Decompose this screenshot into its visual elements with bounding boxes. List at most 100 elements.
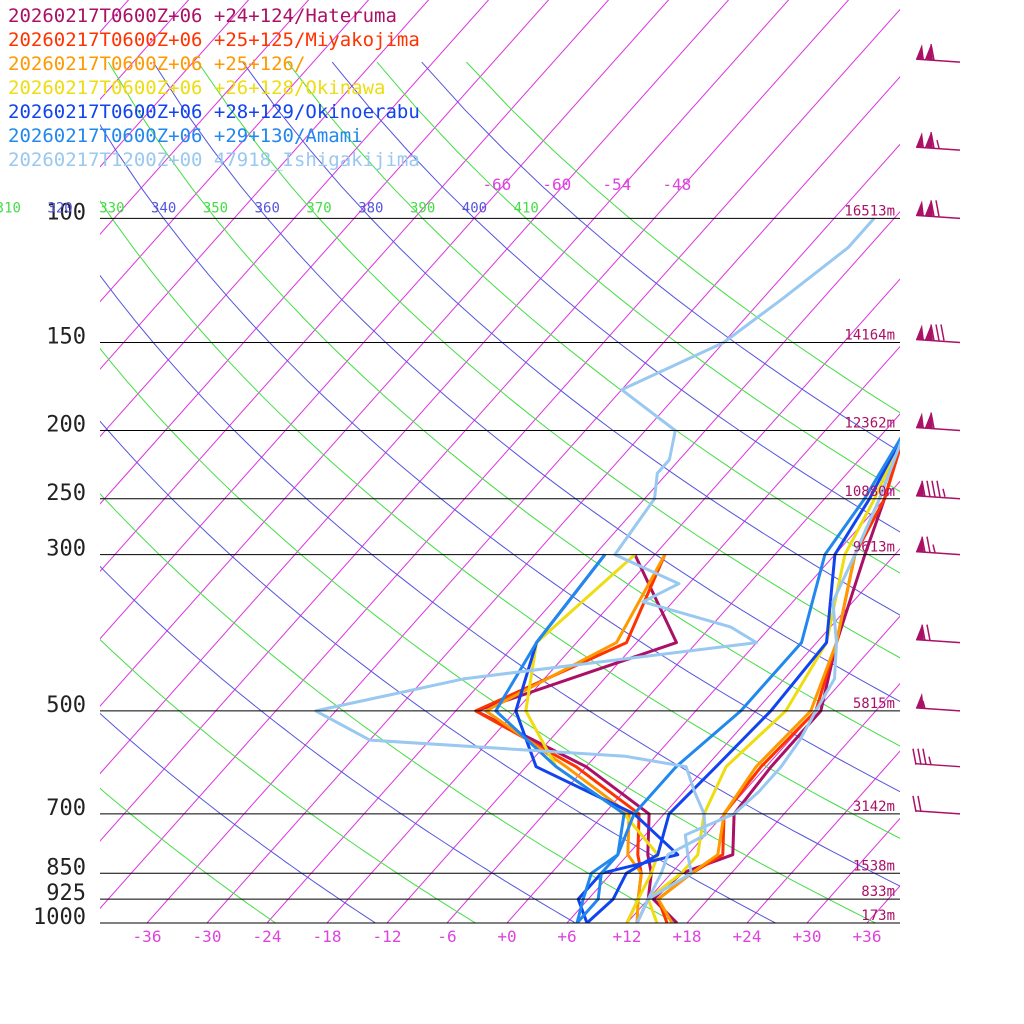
theta-label: 310 [0,200,21,216]
dry-adiabat-line [331,61,900,533]
temperature-profile-line [651,442,900,923]
dry-adiabat-line [100,638,477,923]
dry-adiabat-line [100,787,277,923]
pressure-tick-label: 300 [46,537,86,562]
dry-adiabat-line [107,61,900,747]
dewpoint-profile-line [314,217,876,923]
pressure-tick-label: 100 [46,200,86,225]
temperature-tick-label: +36 [853,927,882,946]
temperature-tick-label: -6 [437,927,456,946]
isotherm-line [100,0,310,235]
isotherm-line [566,548,900,923]
theta-label: 330 [99,200,124,216]
theta-label: 340 [151,200,176,216]
pressure-tick-label: 925 [46,881,86,906]
isotherm-label: -48 [662,175,691,194]
dry-adiabat-line [152,61,900,703]
height-label: 16513m [844,203,895,219]
wind-barb [915,480,961,500]
pressure-tick-label: 1000 [33,905,86,930]
legend-entry-point-25-126: 20260217T0600Z+06 +25+126/ [8,53,306,75]
isotherm-line [100,0,250,168]
theta-label: 390 [410,200,435,216]
dry-adiabat-line [197,61,900,659]
wind-barb [915,412,961,432]
height-label: 833m [861,884,895,900]
dry-adiabat-line [100,565,577,923]
height-label: 5815m [853,696,895,712]
wind-barb [915,692,961,712]
isotherm-line [446,413,900,923]
chart-labels: 100 16513m 150 14164m 200 12362m 250 10880m 300 9… [0,175,900,946]
temperature-profile-line [575,436,900,923]
theta-label: 370 [306,200,331,216]
dry-adiabat-line [376,61,900,493]
dry-adiabat-line [100,420,777,923]
temperature-tick-label: +24 [733,927,762,946]
temperature-tick-label: +18 [673,927,702,946]
legend-entry-amami: 20260217T0600Z+06 +29+130/Amami [8,125,363,147]
height-label: 3142m [853,799,895,815]
isotherm-line [506,480,900,923]
chart-legend: 20260217T0600Z+06 +24+124/Hateruma 20260… [8,4,420,172]
isotherm-label: -54 [602,175,631,194]
temperature-profile-line [646,438,900,923]
dry-adiabat-line [100,493,677,923]
dry-adiabat-line [100,712,377,923]
dry-adiabat-line [100,124,900,793]
height-label: 10880m [844,484,895,500]
temperature-tick-label: -12 [373,927,402,946]
height-label: 173m [861,908,895,924]
wind-barb [915,43,961,63]
isotherm-line [100,0,430,370]
dry-adiabat-line [242,61,900,616]
wind-barb [915,324,961,344]
pressure-tick-label: 200 [46,413,86,438]
isotherm-line [626,615,900,923]
pressure-tick-label: 850 [46,855,86,880]
height-label: 12362m [844,416,895,432]
temperature-tick-label: +30 [793,927,822,946]
temperature-tick-label: -36 [133,927,162,946]
legend-entry-ishigakijima: 20260217T1200Z+00 47918_Ishigakijima [8,149,420,171]
isotherm-line [806,817,900,923]
theta-label: 380 [358,200,383,216]
legend-entry-okinoerabu: 20260217T0600Z+06 +28+129/Okinoerabu [8,101,420,123]
temperature-tick-label: -30 [193,927,222,946]
temperature-tick-label: -18 [313,927,342,946]
chart-series [314,217,900,923]
temperature-tick-label: -24 [253,927,282,946]
legend-entry-hateruma: 20260217T0600Z+06 +24+124/Hateruma [8,5,397,27]
legend-entry-miyakojima: 20260217T0600Z+06 +25+125/Miyakojima [8,29,420,51]
wind-barb [912,748,961,768]
isotherm-line [987,0,1024,923]
pressure-tick-label: 700 [46,796,86,821]
theta-label: 350 [203,200,228,216]
theta-label: 410 [514,200,539,216]
isotherm-line [746,750,900,923]
isotherm-line [100,0,370,303]
wind-barb [915,536,961,556]
wind-barb [912,795,961,815]
isotherm-label: -66 [482,175,511,194]
wind-barb [915,624,961,644]
wind-barb [915,200,961,220]
temperature-profile-line [656,440,900,923]
temperature-tick-label: +6 [557,927,576,946]
isotherm-line [326,278,900,923]
height-label: 9613m [853,540,895,556]
dry-adiabat-line [100,274,900,887]
dry-adiabat-line [100,200,900,839]
temperature-profile-line [635,440,900,923]
isotherm-line [686,682,900,923]
height-label: 14164m [844,327,895,343]
dry-adiabat-line [100,347,877,923]
dry-adiabat-line [421,61,900,453]
isotherm-line [927,0,1024,923]
pressure-tick-label: 150 [46,324,86,349]
pressure-tick-label: 250 [46,481,86,506]
height-label: 1538m [853,858,895,874]
wind-barb [915,131,961,151]
